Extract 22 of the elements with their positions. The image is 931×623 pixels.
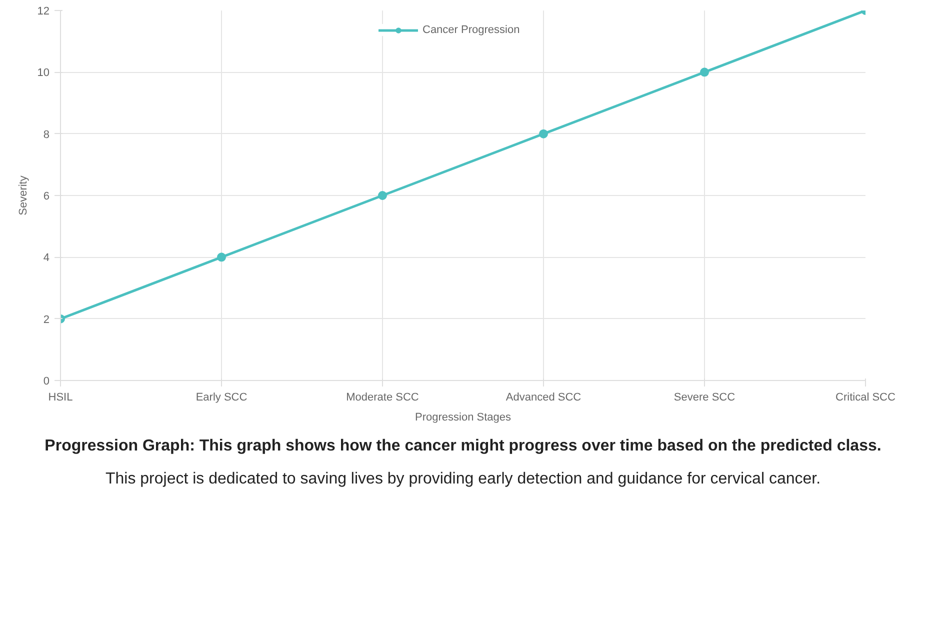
y-tick-label: 2 <box>43 314 50 326</box>
x-tick-label: Severe SCC <box>674 392 736 404</box>
x-tick-label: Early SCC <box>196 392 248 404</box>
y-tick-label: 8 <box>43 128 50 141</box>
point <box>539 129 548 138</box>
point <box>217 252 226 262</box>
y-tick-label: 0 <box>43 376 50 388</box>
x-axis-title: Progression Stages <box>415 412 512 424</box>
point <box>378 191 387 200</box>
x-tick-label: Critical SCC <box>836 392 896 404</box>
text: Progression Graph: This graph shows how the cancer might progress over time based on the predicted class. <box>44 438 882 454</box>
text: This project is dedicated to saving lives by providing early detection and guidance for cervical cancer. <box>105 470 821 488</box>
y-axis-title: Severity <box>17 175 30 216</box>
point <box>700 68 709 77</box>
y-tick-label: 10 <box>37 67 50 80</box>
y-tick-label: 4 <box>43 252 50 264</box>
y-tick-label: 6 <box>43 190 50 202</box>
x-tick-label: HSIL <box>48 392 73 404</box>
x-tick-label: Advanced SCC <box>506 392 582 404</box>
x-tick-label: Moderate SCC <box>346 392 419 404</box>
legend-label: Cancer Progression <box>422 24 520 36</box>
y-tick-label: 12 <box>37 6 50 18</box>
